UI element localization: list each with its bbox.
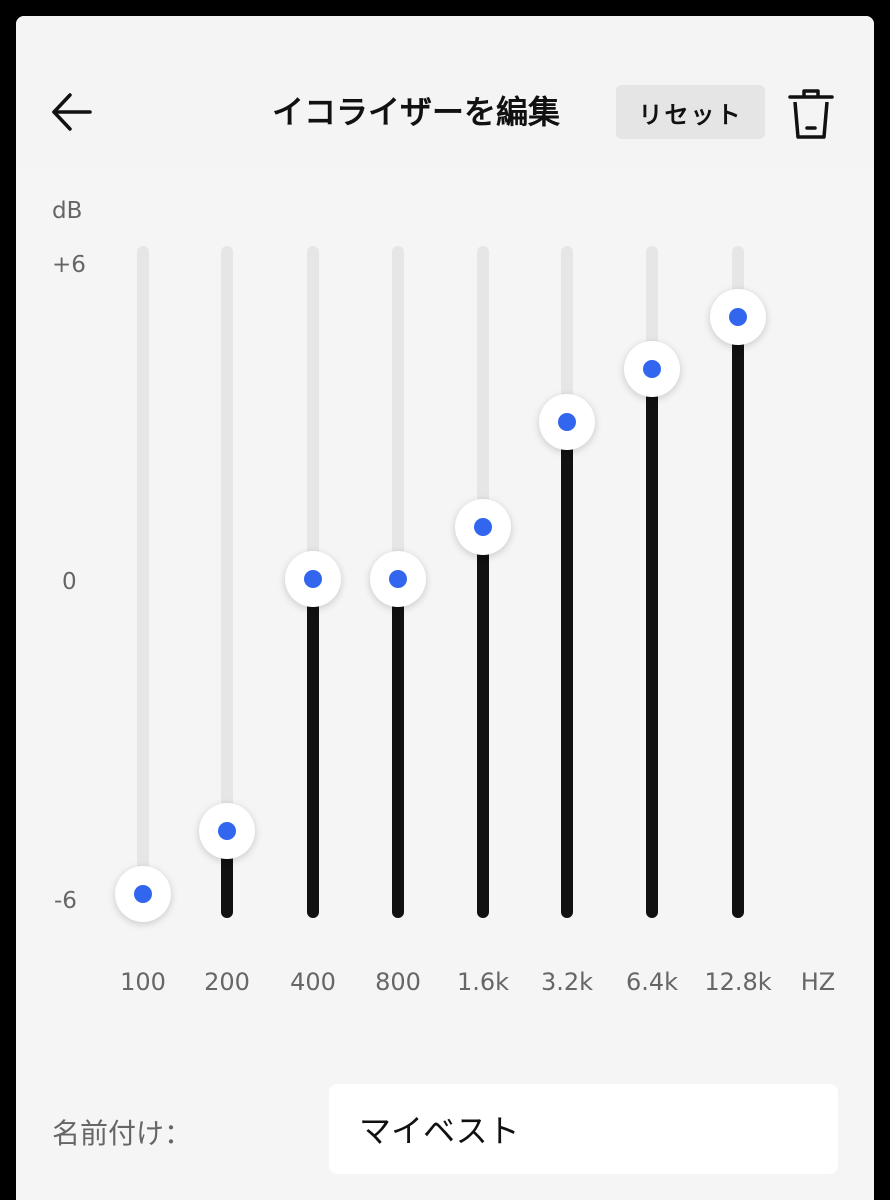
freq-label: 12.8k (704, 968, 772, 996)
slider-fill (477, 526, 489, 918)
trash-icon (788, 89, 834, 139)
freq-label: 100 (120, 968, 166, 996)
page-title: イコライザーを編集 (272, 93, 561, 131)
slider-knob-dot (643, 360, 661, 378)
slider-knob-dot (304, 570, 322, 588)
freq-label: 6.4k (625, 968, 679, 996)
preset-name-input[interactable] (329, 1084, 838, 1174)
slider-knob-dot (474, 517, 492, 536)
slider-knob-dot (389, 570, 407, 588)
delete-button[interactable] (786, 88, 836, 140)
freq-label: 3.2k (540, 968, 594, 996)
equalizer-edit-screen: イコライザーを編集 リセット dB +6 0 -6 HZ 100 200 400 80… (16, 16, 874, 1200)
slider-fill (561, 421, 573, 918)
slider-knob-400[interactable] (285, 551, 341, 607)
slider-knob-200[interactable] (199, 803, 255, 859)
slider-knob-dot (558, 412, 576, 431)
slider-knob-12.8k[interactable] (710, 288, 766, 345)
y-tick-max: +6 (52, 252, 86, 278)
slider-knob-dot (134, 885, 152, 903)
slider-knob-6.4k[interactable] (624, 341, 680, 397)
slider-knob-800[interactable] (370, 551, 426, 607)
slider-fill (646, 369, 658, 918)
slider-fill (732, 316, 744, 918)
freq-label: 400 (290, 968, 336, 996)
back-button[interactable] (50, 90, 92, 134)
arrow-left-icon (52, 93, 92, 131)
slider-knob-3.2k[interactable] (539, 393, 595, 450)
slider-knob-100[interactable] (115, 866, 171, 922)
equalizer-panel: dB +6 0 -6 HZ 100 200 400 800 1.6k 3.2k 6.4k 12… (16, 16, 874, 1076)
db-unit-label: dB (52, 198, 83, 224)
header: イコライザーを編集 リセット (16, 16, 874, 166)
freq-unit-label: HZ (800, 968, 836, 996)
freq-label: 200 (204, 968, 250, 996)
slider-fill (307, 579, 319, 918)
slider-knob-dot (729, 307, 747, 326)
slider-fill (392, 579, 404, 918)
slider-knob-dot (218, 822, 236, 840)
slider-track[interactable] (137, 246, 149, 918)
name-label: 名前付け： (52, 1117, 193, 1150)
slider-knob-1.6k[interactable] (455, 498, 511, 555)
freq-label: 800 (375, 968, 421, 996)
freq-label: 1.6k (456, 968, 510, 996)
reset-button[interactable]: リセット (616, 85, 765, 139)
y-tick-zero: 0 (62, 569, 77, 595)
slider-track[interactable] (221, 246, 233, 918)
y-tick-min: -6 (54, 888, 77, 914)
